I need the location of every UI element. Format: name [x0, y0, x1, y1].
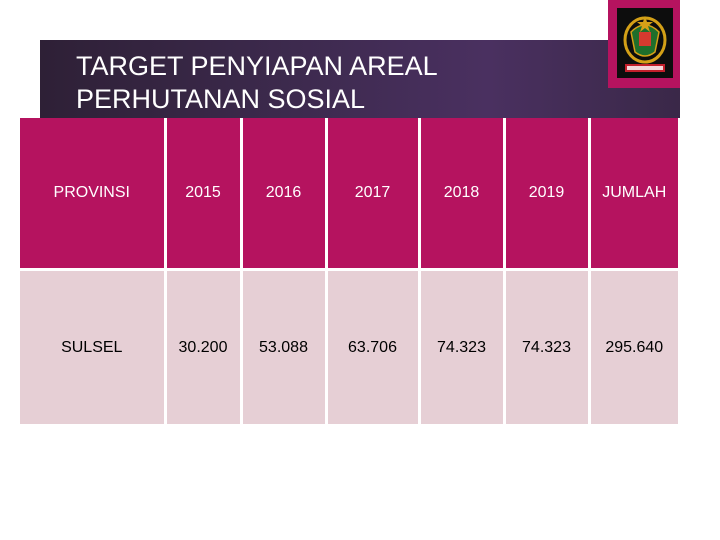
cell-2019: 74.323: [504, 269, 591, 424]
cell-2018: 74.323: [419, 269, 506, 424]
header-provinsi: PROVINSI: [20, 118, 167, 271]
header-2018: 2018: [419, 118, 506, 271]
header-2017: 2017: [326, 118, 421, 271]
cell-2017: 63.706: [326, 269, 421, 424]
header-2015: 2015: [165, 118, 243, 271]
header-2016: 2016: [241, 118, 328, 271]
government-emblem-icon: [623, 16, 667, 72]
slide-title: TARGET PENYIAPAN AREAL PERHUTANAN SOSIAL: [76, 51, 438, 114]
cell-2016: 53.088: [241, 269, 328, 424]
title-band: [40, 40, 680, 118]
cell-2015: 30.200: [165, 269, 243, 424]
header-2019: 2019: [504, 118, 591, 271]
table-row: SULSEL 30.200 53.088 63.706 74.323 74.32…: [20, 269, 678, 424]
header-jumlah: JUMLAH: [589, 118, 678, 271]
table-header-row: PROVINSI 2015 2016 2017 2018 2019 JUMLAH: [20, 118, 678, 271]
target-table: PROVINSI 2015 2016 2017 2018 2019 JUMLAH…: [20, 118, 678, 424]
cell-jumlah: 295.640: [589, 269, 678, 424]
cell-provinsi: SULSEL: [20, 269, 167, 424]
